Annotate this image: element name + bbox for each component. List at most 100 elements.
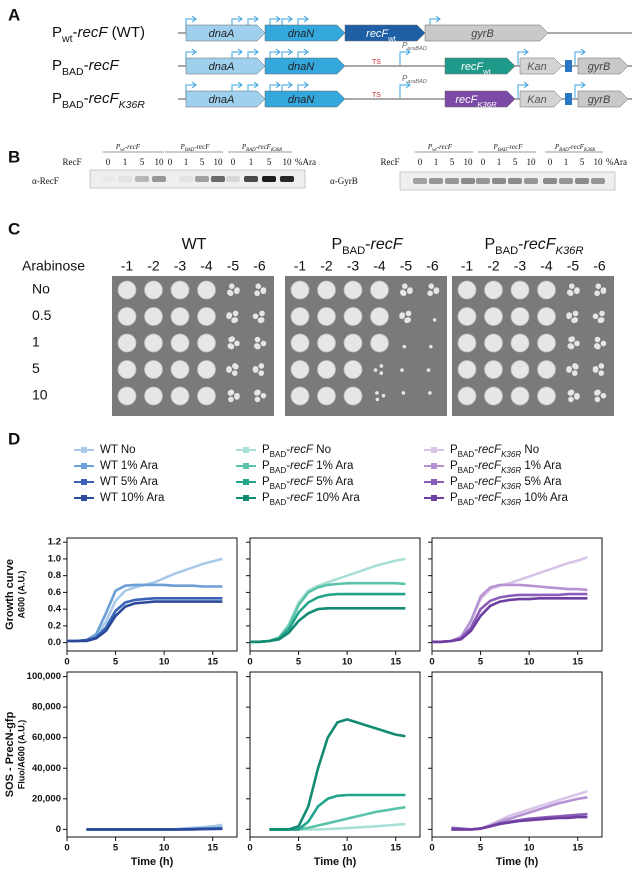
blot-band [591, 178, 605, 184]
promoter-arrow [517, 81, 529, 98]
series-line [432, 592, 588, 644]
colony [572, 310, 579, 317]
lane-label: 10 [283, 157, 293, 167]
legend-marker [431, 495, 437, 501]
colony [571, 370, 578, 376]
text-part: - [84, 57, 89, 74]
colony-spot [197, 280, 216, 300]
colony [228, 283, 235, 289]
promoter-arrow [574, 48, 586, 65]
lane-group-label: Pwt-recF [115, 143, 141, 153]
gene-arrow [424, 24, 549, 42]
colony-spot [144, 280, 163, 300]
legend-label: PBAD-recF 1% Ara [262, 460, 354, 475]
dilution-label: -2 [487, 258, 500, 274]
series-line [67, 597, 223, 643]
text-part: P [450, 444, 458, 456]
colony-spot [197, 333, 216, 353]
colony [566, 289, 573, 296]
colony [426, 368, 431, 372]
x-tick-label: 5 [478, 657, 484, 668]
colony [226, 312, 233, 318]
y-axis-label: Fluo/A600 (A.U.) [16, 720, 26, 790]
colony [229, 336, 236, 342]
colony-spot [170, 280, 190, 300]
gene-label: dnaA [209, 28, 235, 40]
gene-arrow [264, 24, 346, 42]
colony [597, 317, 604, 324]
lane-label: 5 [140, 157, 145, 167]
colony [574, 288, 580, 295]
x-tick-label: 10 [524, 843, 535, 854]
colony-spot [537, 333, 556, 353]
lane-label: 5 [450, 157, 455, 167]
text-part: wt [61, 33, 73, 45]
colony-spot [117, 333, 137, 353]
colony-spot [537, 280, 556, 300]
text-part: recF [366, 28, 389, 40]
lane-label: 0 [231, 157, 236, 167]
text-part: araBAD [407, 79, 427, 85]
lane-label: 5 [200, 157, 205, 167]
colony-spot [197, 386, 216, 406]
colony [399, 312, 406, 318]
text-part: K36R [270, 148, 282, 153]
series-line [269, 793, 406, 831]
colony-spot [197, 307, 216, 326]
text-part: No [521, 444, 539, 456]
colony-spot [290, 386, 310, 406]
text-part: BAD [342, 245, 365, 257]
text-part: recF [478, 492, 502, 504]
x-tick-label: 0 [247, 657, 252, 668]
text-part: BAD [185, 148, 195, 153]
dilution-label: -4 [540, 258, 553, 274]
colony-spot [117, 386, 137, 406]
text-part: recF [371, 236, 404, 253]
legend-label: WT 5% Ara [100, 476, 159, 488]
colony-spot [484, 280, 503, 300]
colony [571, 317, 577, 324]
dilution-label: -1 [294, 258, 307, 274]
colony [573, 363, 579, 370]
legend-label: PBAD-recF No [262, 444, 331, 459]
colony-spot [144, 360, 163, 379]
y-tick-label: 60,000 [32, 732, 61, 743]
text-part: P [262, 476, 270, 488]
series-line [67, 600, 223, 643]
text-part: recF [478, 444, 502, 456]
text-part: K36R [119, 99, 146, 111]
text-part: recF [478, 460, 502, 472]
text-part: recF [290, 444, 314, 456]
text-part: P [450, 492, 458, 504]
colony [595, 389, 601, 396]
legend-marker [431, 479, 437, 485]
blot-band [508, 178, 522, 184]
lane-label: 10 [527, 157, 537, 167]
colony-spot [343, 307, 363, 326]
colony [252, 313, 259, 320]
text-part: BAD [270, 450, 287, 459]
dilution-label: -3 [514, 258, 527, 274]
strain-title: WT [182, 236, 207, 253]
text-part: -recF [507, 143, 523, 151]
text-part: araBAD [407, 46, 427, 52]
x-tick-label: 5 [113, 657, 119, 668]
dilution-label: -1 [121, 258, 134, 274]
text-part: (WT) [108, 24, 145, 41]
colony [574, 340, 580, 347]
colony-spot [484, 360, 503, 379]
text-part: P [427, 143, 433, 151]
y-tick-label: 100,000 [27, 671, 61, 682]
plate [452, 276, 614, 416]
colony [401, 391, 406, 395]
plot-frame [431, 537, 603, 652]
blot-band [211, 176, 225, 182]
text-part: P [450, 460, 458, 472]
text-part: K36R [501, 498, 521, 507]
blot-band [135, 176, 149, 182]
text-part: P [115, 143, 121, 151]
colony [595, 283, 602, 289]
colony [569, 336, 576, 342]
gene-arrow [264, 90, 346, 108]
colony [233, 363, 239, 370]
